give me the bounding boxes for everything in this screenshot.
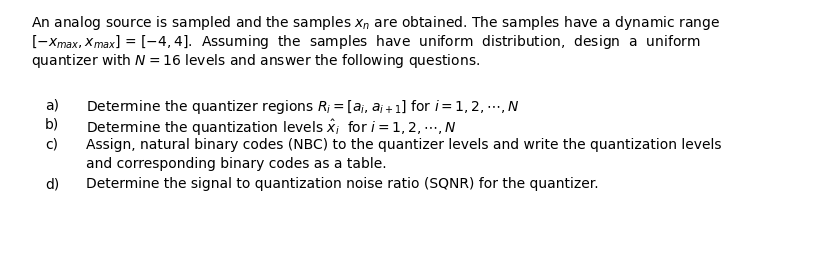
Text: b): b) [45,118,59,132]
Text: Assign, natural binary codes (NBC) to the quantizer levels and write the quantiz: Assign, natural binary codes (NBC) to th… [86,138,721,152]
Text: Determine the signal to quantization noise ratio (SQNR) for the quantizer.: Determine the signal to quantization noi… [86,177,598,191]
Text: An analog source is sampled and the samples $x_n$ are obtained. The samples have: An analog source is sampled and the samp… [31,14,720,32]
Text: quantizer with $N = 16$ levels and answer the following questions.: quantizer with $N = 16$ levels and answe… [31,52,480,70]
Text: $[-x_{max}, x_{max}]$ = $[-4, 4]$.  Assuming  the  samples  have  uniform  distr: $[-x_{max}, x_{max}]$ = $[-4, 4]$. Assum… [31,33,701,51]
Text: a): a) [45,98,59,112]
Text: and corresponding binary codes as a table.: and corresponding binary codes as a tabl… [86,157,386,171]
Text: d): d) [45,177,59,191]
Text: c): c) [45,138,58,152]
Text: Determine the quantization levels $\hat{x}_i$  for $i = 1,2,\cdots,N$: Determine the quantization levels $\hat{… [86,118,456,138]
Text: Determine the quantizer regions $R_i = [a_i, a_{i+1}]$ for $i = 1,2,\cdots,N$: Determine the quantizer regions $R_i = [… [86,98,519,116]
